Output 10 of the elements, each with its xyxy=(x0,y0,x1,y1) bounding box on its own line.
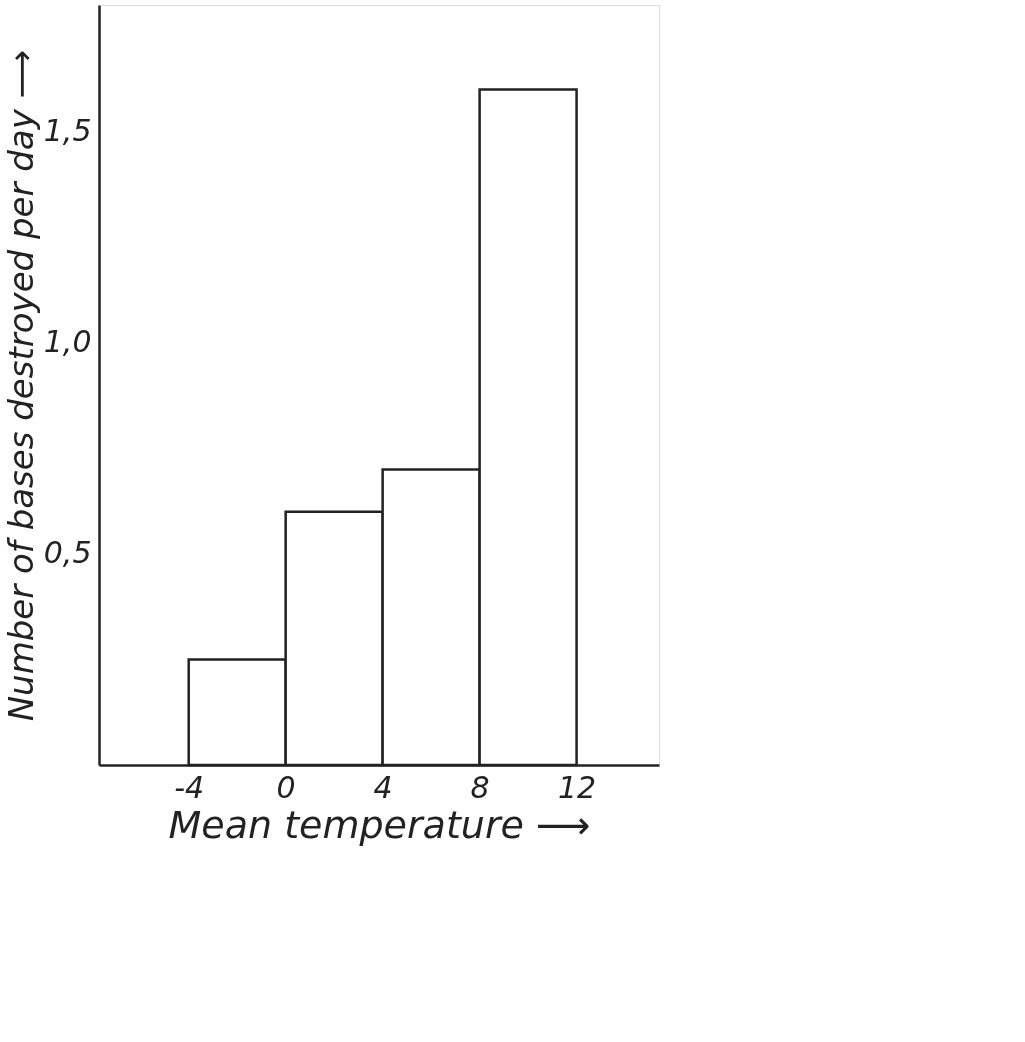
y-axis-title: Number of bases destroyed per day ⟶ xyxy=(0,49,41,722)
y-tick-label: 0,5 xyxy=(43,535,92,571)
x-axis-title: Mean temperature ⟶ xyxy=(168,802,591,847)
y-tick-label: 1,5 xyxy=(43,113,92,149)
x-tick-label: 12 xyxy=(557,769,597,805)
x-tick-label: -4 xyxy=(174,769,205,805)
y-tick-label: 1,0 xyxy=(43,324,92,360)
x-tick-label: 4 xyxy=(373,769,393,805)
x-tick-label: 8 xyxy=(470,769,490,805)
x-tick-label: 0 xyxy=(276,769,296,805)
